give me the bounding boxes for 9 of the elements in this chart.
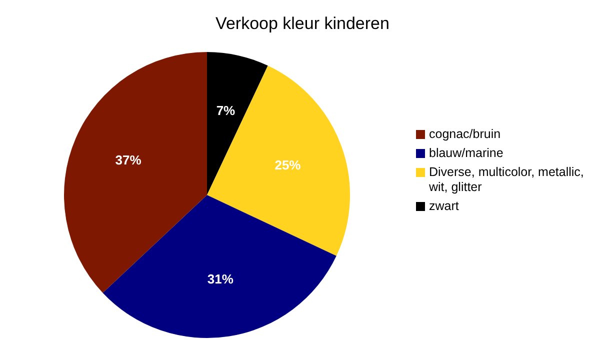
data-label: 37% <box>115 152 142 168</box>
data-label: 31% <box>207 271 234 286</box>
legend-label: Diverse, multicolor, metallic, wit, glitter <box>429 165 585 195</box>
legend-label: blauw/marine <box>429 146 504 161</box>
data-label: 25% <box>274 158 302 173</box>
legend-label: zwart <box>429 199 459 214</box>
data-label: 7% <box>216 102 236 118</box>
legend-label: cognac/bruin <box>429 127 501 142</box>
chart-title: Verkoop kleur kinderen <box>214 14 390 34</box>
